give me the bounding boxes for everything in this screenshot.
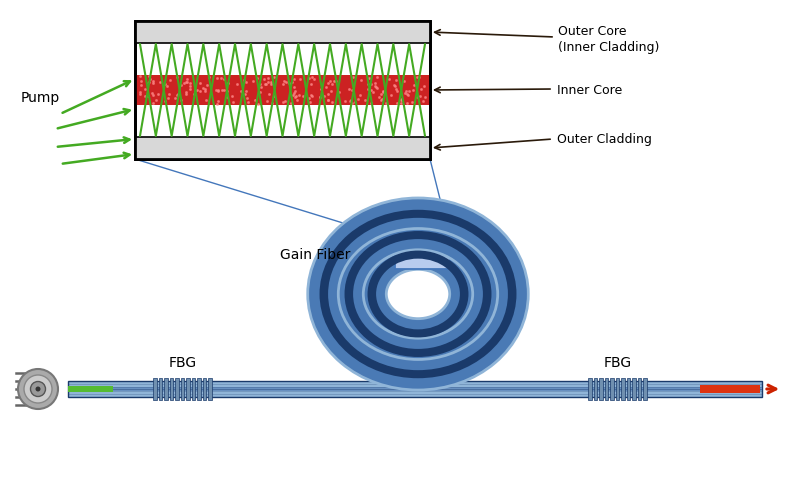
Bar bbox=[610, 378, 614, 400]
Text: FBG: FBG bbox=[603, 355, 631, 369]
Ellipse shape bbox=[30, 382, 46, 397]
Text: FBG: FBG bbox=[169, 355, 197, 369]
Bar bbox=[627, 378, 630, 400]
Bar bbox=[135, 76, 430, 106]
Bar bbox=[395, 240, 450, 270]
Text: Gain Fiber: Gain Fiber bbox=[280, 247, 350, 261]
Bar bbox=[68, 386, 113, 392]
Ellipse shape bbox=[18, 369, 58, 409]
Bar bbox=[175, 378, 178, 400]
Bar bbox=[186, 378, 190, 400]
Bar bbox=[633, 378, 635, 400]
Bar bbox=[203, 378, 206, 400]
Bar bbox=[135, 22, 430, 160]
Bar bbox=[643, 378, 646, 400]
Bar bbox=[165, 378, 167, 400]
Bar bbox=[170, 378, 173, 400]
Bar bbox=[181, 378, 184, 400]
Bar bbox=[700, 385, 760, 393]
Bar bbox=[599, 378, 602, 400]
Bar bbox=[135, 22, 430, 160]
Bar bbox=[159, 378, 162, 400]
Bar bbox=[638, 378, 641, 400]
Bar bbox=[198, 378, 201, 400]
Bar bbox=[68, 387, 762, 391]
Bar bbox=[192, 378, 195, 400]
Bar bbox=[589, 378, 591, 400]
Bar bbox=[594, 378, 597, 400]
Bar bbox=[135, 137, 430, 160]
Bar bbox=[154, 378, 157, 400]
Bar bbox=[622, 378, 625, 400]
Bar bbox=[135, 22, 430, 44]
Ellipse shape bbox=[24, 375, 52, 403]
Bar bbox=[68, 381, 762, 397]
Text: Outer Core
(Inner Cladding): Outer Core (Inner Cladding) bbox=[558, 25, 659, 54]
Bar bbox=[616, 378, 619, 400]
Text: Inner Core: Inner Core bbox=[557, 83, 622, 96]
Text: Pump: Pump bbox=[21, 91, 60, 105]
Bar bbox=[209, 378, 211, 400]
Bar bbox=[605, 378, 608, 400]
Ellipse shape bbox=[35, 387, 41, 392]
Text: Outer Cladding: Outer Cladding bbox=[557, 133, 652, 146]
